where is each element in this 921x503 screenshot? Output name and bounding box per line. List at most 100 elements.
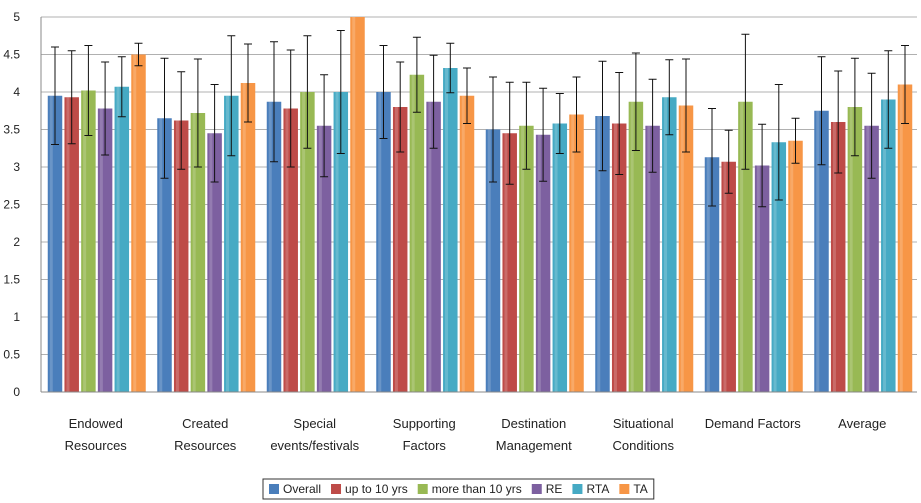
bar-highlight — [647, 125, 651, 392]
bar-highlight — [318, 125, 322, 392]
bar-highlight — [899, 84, 903, 392]
bar-group — [114, 56, 130, 392]
bar-group — [64, 50, 79, 392]
bar-highlight — [756, 165, 760, 392]
y-tick-label: 1 — [13, 310, 20, 324]
legend-item: Overall — [269, 482, 321, 496]
legend-label: RTA — [586, 482, 609, 496]
bar-group — [897, 45, 913, 392]
bar-highlight — [428, 101, 432, 392]
bar-group — [678, 58, 694, 392]
legend-item: up to 10 yrs — [331, 482, 408, 496]
bar — [173, 120, 189, 392]
bar-group — [595, 60, 610, 392]
bar-highlight — [335, 92, 339, 392]
bar-highlight — [461, 95, 465, 392]
x-tick-label: Supporting — [393, 416, 456, 431]
bar-highlight — [866, 125, 870, 392]
bar-group — [814, 56, 829, 392]
y-tick-label: 2 — [13, 235, 20, 249]
legend-swatch — [417, 484, 428, 494]
bar — [114, 86, 130, 392]
y-tick-label: 0 — [13, 385, 20, 399]
bar-highlight — [99, 108, 103, 392]
y-tick-label: 0.5 — [3, 348, 20, 362]
bar-group — [240, 43, 256, 392]
bar-highlight — [680, 105, 684, 392]
bar — [830, 122, 846, 392]
bar — [569, 114, 584, 392]
y-tick-label: 5 — [13, 10, 20, 24]
bar — [350, 17, 365, 392]
bar-group — [502, 81, 517, 392]
bar-group — [266, 41, 282, 392]
bar — [207, 133, 222, 392]
bar-highlight — [849, 107, 853, 392]
bar — [47, 95, 63, 392]
bar — [678, 105, 694, 392]
bar-group — [173, 71, 189, 392]
bar — [864, 125, 879, 392]
bar — [459, 95, 475, 392]
bars — [47, 17, 913, 392]
bar-group — [131, 42, 146, 392]
bar-group — [97, 61, 113, 392]
bar — [266, 101, 282, 392]
bar-group — [283, 49, 298, 392]
bar — [409, 74, 425, 392]
bar-highlight — [554, 123, 558, 392]
bar-group — [316, 74, 332, 392]
bar — [283, 108, 298, 392]
bar-group — [350, 17, 365, 392]
bar-highlight — [49, 95, 53, 392]
bar-group — [881, 50, 896, 392]
bar — [704, 157, 720, 392]
x-tick-label: Situational — [613, 416, 674, 431]
bar-group — [628, 52, 644, 392]
bar — [519, 125, 534, 392]
bar — [611, 123, 627, 392]
bar-highlight — [192, 113, 196, 392]
bar-group — [645, 78, 660, 392]
legend-swatch — [619, 484, 630, 494]
bar — [333, 92, 349, 392]
y-tick-label: 2.5 — [3, 198, 20, 212]
bar-group — [392, 61, 408, 392]
x-tick-label: Factors — [403, 438, 447, 453]
bar-group — [409, 36, 425, 392]
x-tick-label: Resources — [174, 438, 237, 453]
bar-group — [569, 76, 584, 392]
bar — [224, 95, 239, 392]
bar-group — [459, 67, 475, 392]
bar-highlight — [378, 92, 382, 392]
bar-group — [157, 57, 172, 392]
bar — [64, 97, 79, 392]
bar-highlight — [773, 142, 777, 392]
legend-item: TA — [619, 482, 648, 496]
legend-label: Overall — [283, 482, 321, 496]
bar-highlight — [445, 68, 449, 392]
bar-highlight — [394, 107, 398, 392]
y-tick-label: 4 — [13, 85, 20, 99]
bar-group — [224, 35, 239, 392]
x-tick-label: Demand Factors — [705, 416, 802, 431]
bar-highlight — [285, 108, 289, 392]
bar-highlight — [723, 161, 727, 392]
bar-highlight — [537, 134, 541, 392]
bar-group — [611, 72, 627, 392]
bar — [881, 99, 896, 392]
bar-highlight — [302, 92, 306, 392]
x-tick-label: Destination — [501, 416, 566, 431]
bar — [485, 129, 501, 392]
legend-item: RTA — [572, 482, 609, 496]
bar-group — [738, 33, 753, 392]
legend-swatch — [531, 484, 542, 494]
bar-group — [771, 84, 787, 392]
x-tick-label: Resources — [65, 438, 128, 453]
bar — [502, 133, 517, 392]
bar-highlight — [133, 54, 137, 392]
y-axis: 0 0.5 1 1.5 2 2.5 3 3.5 4 4.5 5 — [3, 10, 42, 399]
bar-highlight — [487, 129, 491, 392]
bar-highlight — [706, 157, 710, 392]
bar-highlight — [411, 74, 415, 392]
